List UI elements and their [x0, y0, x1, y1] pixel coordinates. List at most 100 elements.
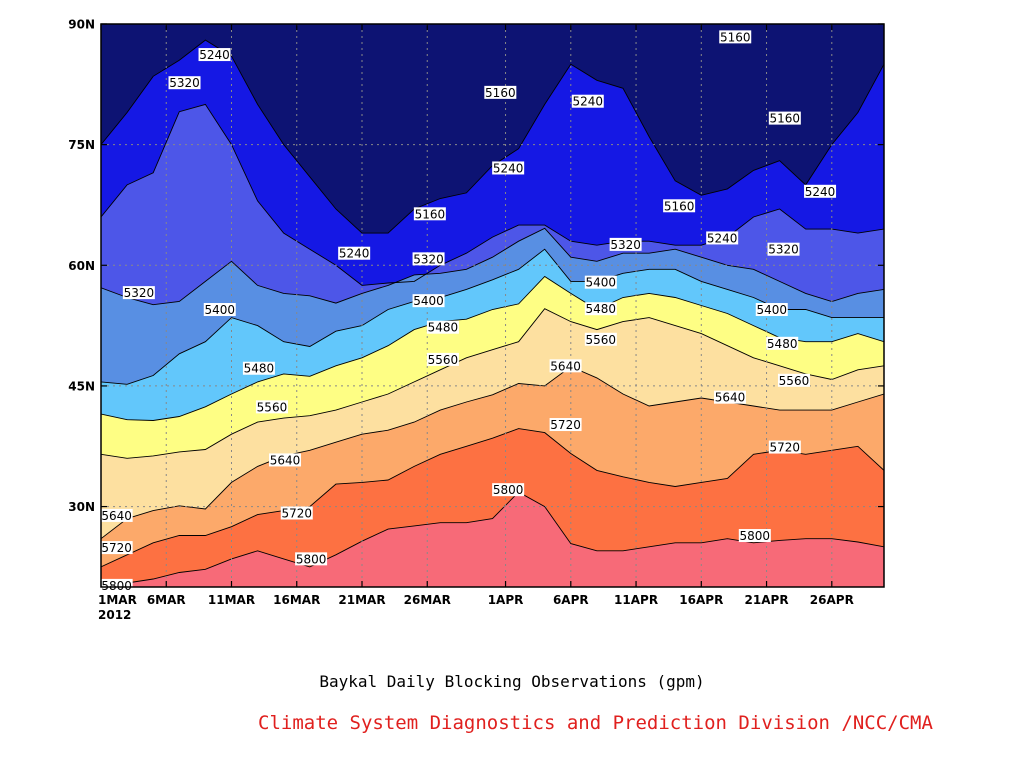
- contour-label: 5480: [586, 302, 617, 316]
- contour-label-box: [122, 286, 155, 300]
- contour-label: 5400: [756, 303, 787, 317]
- x-tick-label: 26APR: [810, 593, 854, 607]
- contour-label-box: [738, 529, 771, 543]
- contour-label-box: [242, 361, 275, 375]
- credit-line: Climate System Diagnostics and Predictio…: [258, 712, 933, 734]
- x-tick-label: 1APR: [488, 593, 524, 607]
- contour-label-box: [100, 578, 133, 592]
- contour-label: 5800: [296, 552, 327, 566]
- contour-label: 5320: [169, 76, 200, 90]
- contour-line-5640: [101, 366, 884, 540]
- contour-label: 5320: [124, 286, 155, 300]
- y-tick-label: 60N: [68, 259, 95, 273]
- contour-label-box: [768, 111, 801, 125]
- contour-label-box: [584, 275, 617, 289]
- x-tick-label: 11MAR: [208, 593, 255, 607]
- contour-label: 5720: [550, 418, 581, 432]
- contour-label-box: [584, 302, 617, 316]
- contour-label-box: [549, 359, 582, 373]
- contour-line-5480: [101, 275, 884, 421]
- contour-label: 5560: [428, 353, 459, 367]
- contour-label-box: [412, 294, 445, 308]
- y-tick-label: 30N: [68, 500, 95, 514]
- contour-label-box: [198, 48, 231, 62]
- contour-label-box: [777, 373, 810, 387]
- contour-label-box: [413, 207, 446, 221]
- contour-label: 5320: [768, 243, 799, 257]
- contour-label: 5160: [485, 86, 516, 100]
- contour-label-box: [571, 94, 604, 108]
- x-tick-label: 21APR: [745, 593, 789, 607]
- contour-label: 5560: [586, 333, 617, 347]
- contour-label: 5640: [101, 509, 132, 523]
- contour-label: 5240: [805, 185, 836, 199]
- chart-title: Baykal Daily Blocking Observations (gpm): [319, 672, 705, 691]
- y-axis: 30N 45N 60N 75N 90N: [68, 18, 884, 514]
- contour-label-box: [168, 76, 201, 90]
- contour-label: 5800: [101, 579, 132, 593]
- contour-label-box: [719, 30, 752, 44]
- contour-label-box: [100, 508, 133, 522]
- contour-label-box: [269, 453, 302, 467]
- contour-label: 5320: [413, 252, 444, 266]
- contour-label: 5240: [199, 48, 230, 62]
- contour-label-box: [766, 336, 799, 350]
- contour-label: 5160: [720, 30, 751, 44]
- contour-label-box: [492, 161, 525, 175]
- contour-label: 5400: [586, 276, 617, 290]
- y-tick-label: 75N: [68, 138, 95, 152]
- x-tick-label: 16MAR: [273, 593, 320, 607]
- contour-label: 5640: [715, 391, 746, 405]
- x-tick-label: 16APR: [679, 593, 723, 607]
- contour-line-5400: [101, 248, 884, 385]
- contour-label-box: [255, 400, 288, 414]
- x-tick-label: 21MAR: [338, 593, 385, 607]
- contour-label-box: [280, 506, 313, 520]
- x-tick-label: 6APR: [553, 593, 589, 607]
- contour-label-box: [426, 352, 459, 366]
- contour-label-box: [203, 303, 236, 317]
- x-tick-year-label: 2012: [98, 608, 131, 622]
- contour-label-box: [714, 390, 747, 404]
- contour-label: 5560: [779, 374, 810, 388]
- contour-label-box: [755, 303, 788, 317]
- contour-label: 5800: [740, 529, 771, 543]
- contour-label: 5480: [244, 362, 275, 376]
- contour-chart: 5240 5320 5160 5240 5160 5160 5240 5240 5160 5160…: [68, 18, 885, 622]
- contour-label-box: [338, 246, 371, 260]
- contour-label-box: [412, 252, 445, 266]
- contour-label: 5720: [770, 441, 801, 455]
- grid-lines: [101, 24, 884, 587]
- x-tick-label: 26MAR: [404, 593, 451, 607]
- contour-label-box: [100, 541, 133, 555]
- contour-label: 5160: [664, 199, 695, 213]
- contour-label: 5240: [572, 95, 603, 109]
- contour-label-box: [492, 483, 525, 497]
- contour-label: 5720: [101, 541, 132, 555]
- contour-label: 5640: [550, 359, 581, 373]
- contour-label-box: [426, 320, 459, 334]
- contour-label: 5240: [707, 231, 738, 245]
- contour-line-5560: [101, 308, 884, 459]
- contour-line-5320: [101, 227, 884, 306]
- x-tick-label: 11APR: [614, 593, 658, 607]
- contour-label: 5800: [493, 483, 524, 497]
- contour-label: 5640: [270, 453, 301, 467]
- plot-frame: [100, 23, 885, 588]
- x-tick-label: 1MAR: [98, 593, 137, 607]
- contour-label: 5240: [493, 161, 524, 175]
- contour-labels: 5240 5320 5160 5240 5160 5160 5240 5240 5160 5160…: [100, 30, 837, 593]
- y-tick-label: 90N: [68, 18, 95, 32]
- contour-label-box: [768, 440, 801, 454]
- contour-label-box: [706, 231, 739, 245]
- contour-label-box: [484, 85, 517, 99]
- contour-label-box: [295, 552, 328, 566]
- contour-label: 5160: [770, 112, 801, 126]
- contour-label: 5560: [257, 400, 288, 414]
- contour-label: 5480: [767, 337, 798, 351]
- contour-label-box: [584, 332, 617, 346]
- x-tick-label: 6MAR: [147, 593, 186, 607]
- contour-label: 5320: [610, 238, 641, 252]
- contour-label: 5720: [281, 507, 312, 521]
- contour-label-box: [663, 199, 696, 213]
